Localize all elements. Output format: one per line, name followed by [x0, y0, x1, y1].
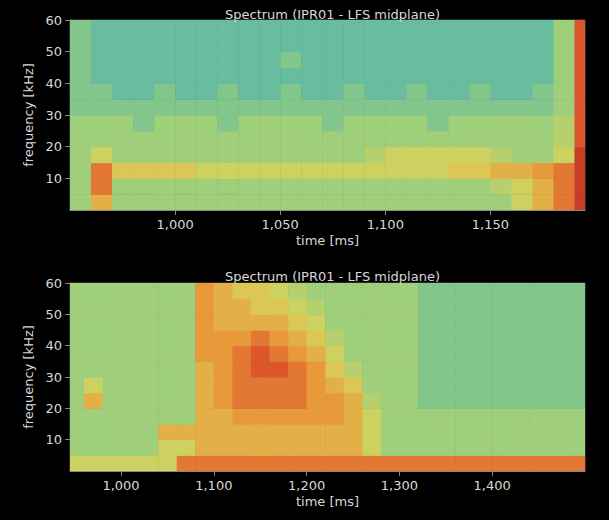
- svg-text:20: 20: [45, 401, 62, 416]
- svg-text:30: 30: [45, 370, 62, 385]
- svg-text:1,150: 1,150: [472, 217, 509, 232]
- svg-text:30: 30: [45, 108, 62, 123]
- svg-text:50: 50: [45, 44, 62, 59]
- svg-text:1,200: 1,200: [288, 478, 325, 493]
- svg-text:time [ms]: time [ms]: [296, 233, 359, 248]
- svg-text:40: 40: [45, 76, 62, 91]
- svg-text:20: 20: [45, 139, 62, 154]
- svg-text:60: 60: [45, 276, 62, 291]
- svg-text:40: 40: [45, 338, 62, 353]
- svg-text:Spectrum (IPR01 - LFS midplane: Spectrum (IPR01 - LFS midplane): [225, 269, 440, 284]
- svg-text:frequency [kHz]: frequency [kHz]: [21, 63, 36, 167]
- svg-text:1,100: 1,100: [367, 217, 404, 232]
- svg-text:1,000: 1,000: [102, 478, 139, 493]
- svg-text:50: 50: [45, 307, 62, 322]
- svg-text:1,400: 1,400: [474, 478, 511, 493]
- svg-text:10: 10: [45, 171, 62, 186]
- svg-text:60: 60: [45, 13, 62, 28]
- svg-text:10: 10: [45, 432, 62, 447]
- svg-text:1,300: 1,300: [381, 478, 418, 493]
- svg-text:1,100: 1,100: [195, 478, 232, 493]
- svg-text:Spectrum (IPR01 - LFS midplane: Spectrum (IPR01 - LFS midplane): [225, 7, 440, 22]
- svg-text:1,000: 1,000: [156, 217, 193, 232]
- svg-text:frequency [kHz]: frequency [kHz]: [21, 325, 36, 429]
- svg-text:time [ms]: time [ms]: [296, 494, 359, 509]
- svg-text:1,050: 1,050: [262, 217, 299, 232]
